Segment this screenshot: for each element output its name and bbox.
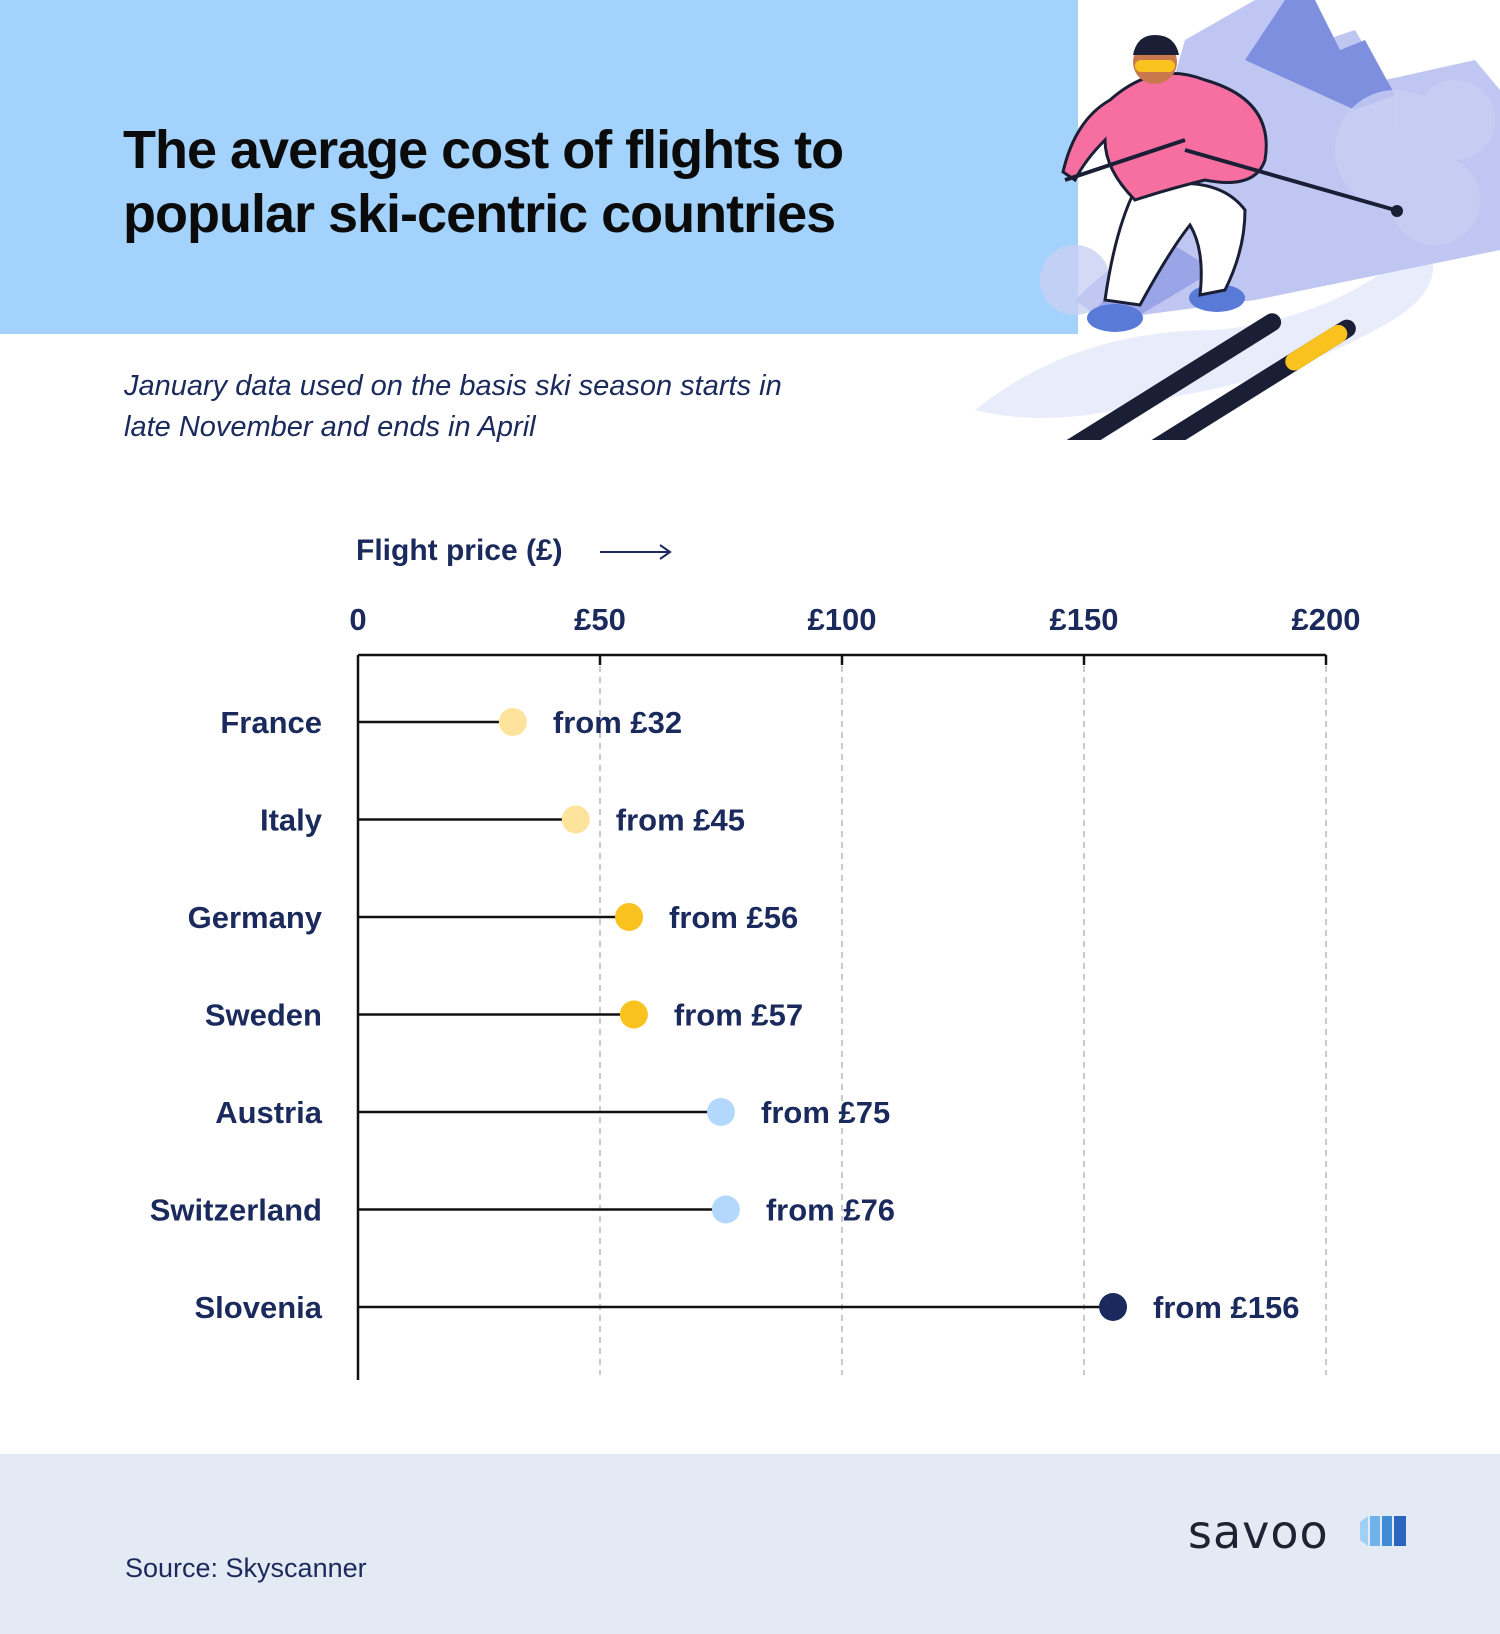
tick-label-200: £200 <box>1292 602 1361 637</box>
dot-switzerland <box>711 1195 740 1224</box>
dot-slovenia <box>1099 1293 1128 1321</box>
value-label-france: from £32 <box>553 705 682 740</box>
category-label-germany: Germany <box>188 900 323 935</box>
category-label-austria: Austria <box>215 1095 323 1130</box>
subtitle-line-2: late November and ends in April <box>124 411 536 443</box>
value-label-sweden: from £57 <box>674 998 803 1033</box>
subtitle-line-1: January data used on the basis ski seaso… <box>124 370 782 402</box>
value-label-italy: from £45 <box>616 803 745 838</box>
header-band <box>0 0 1078 334</box>
tick-label-150: £150 <box>1050 602 1119 637</box>
value-label-slovenia: from £156 <box>1153 1290 1299 1325</box>
category-label-switzerland: Switzerland <box>150 1193 322 1228</box>
x-axis-title: Flight price (£) <box>356 534 563 567</box>
category-label-italy: Italy <box>260 803 323 838</box>
category-label-france: France <box>220 705 322 740</box>
dot-sweden <box>619 1000 648 1029</box>
dot-france <box>498 708 527 736</box>
page-subtitle: January data used on the basis ski seaso… <box>124 366 884 448</box>
dot-austria <box>707 1098 735 1126</box>
source-note: Source: Skyscanner <box>125 1553 367 1583</box>
title-line-2: popular ski-centric countries <box>123 184 836 244</box>
page-title: The average cost of flights to popular s… <box>123 118 1023 246</box>
lollipop-chart: Flight price (£) 0 £50 £100 £150 £200 France… <box>150 534 1361 1380</box>
footer <box>0 1454 1500 1634</box>
savoo-logo: savoo <box>1188 1505 1406 1559</box>
tick-label-100: £100 <box>808 602 877 637</box>
dot-germany <box>615 903 644 931</box>
category-label-slovenia: Slovenia <box>195 1290 323 1325</box>
dot-italy <box>561 805 590 834</box>
value-label-germany: from £56 <box>669 900 798 935</box>
value-label-austria: from £75 <box>761 1095 890 1130</box>
tick-label-0: 0 <box>349 602 366 637</box>
skier-illustration <box>975 0 1500 440</box>
title-line-1: The average cost of flights to <box>123 120 844 180</box>
value-label-switzerland: from £76 <box>766 1193 895 1228</box>
category-label-sweden: Sweden <box>205 998 322 1033</box>
axis-title-arrowhead <box>659 544 672 560</box>
tick-label-50: £50 <box>574 602 626 637</box>
logo-text: savoo <box>1188 1505 1329 1559</box>
